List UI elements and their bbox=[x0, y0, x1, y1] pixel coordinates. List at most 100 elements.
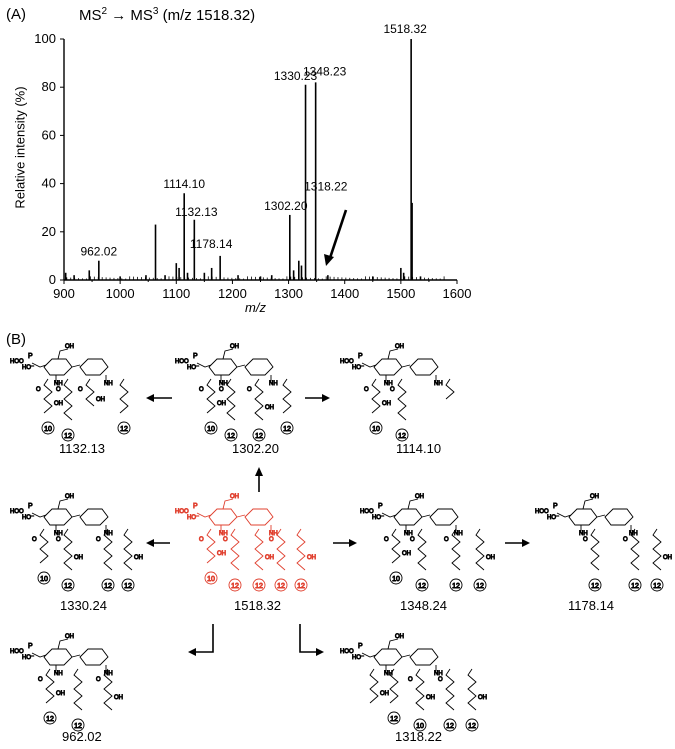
atom-label: NH bbox=[434, 671, 443, 677]
arrow-to-1348-head bbox=[349, 539, 357, 547]
chain-length-circle bbox=[413, 718, 427, 732]
chain-length-label: 10 bbox=[372, 426, 380, 433]
acyl-chain bbox=[445, 668, 455, 711]
atom-label: OH bbox=[415, 494, 424, 500]
chain-length-circle bbox=[628, 578, 642, 592]
chain-length-label: 12 bbox=[255, 583, 263, 590]
atom-label: O bbox=[247, 387, 252, 393]
glycosidic-bond bbox=[401, 364, 411, 368]
atom-label: O bbox=[444, 537, 449, 543]
atom-label: NH bbox=[54, 381, 63, 387]
atom-label: O bbox=[96, 677, 101, 683]
x-tick-label: 1600 bbox=[443, 286, 472, 301]
chain-length-circle bbox=[650, 578, 664, 592]
fragment-label-1318: 1318.22 bbox=[395, 729, 442, 744]
atom-label: O bbox=[96, 537, 101, 543]
atom-label: HOO bbox=[340, 649, 354, 655]
peak-label: 962.02 bbox=[80, 245, 117, 259]
y-tick-label: 40 bbox=[42, 176, 56, 191]
acyl-chain bbox=[397, 378, 407, 421]
chain-length-label: 12 bbox=[468, 723, 476, 730]
ch2oh bbox=[387, 348, 399, 360]
x-tick-label: 900 bbox=[53, 286, 75, 301]
atom-label: NH bbox=[434, 381, 443, 387]
atom-label: OH bbox=[395, 344, 404, 350]
atom-label: OH bbox=[56, 691, 65, 697]
nh-bond bbox=[385, 665, 437, 671]
phosphate-bond bbox=[361, 652, 377, 658]
atom-label: OH bbox=[217, 401, 226, 407]
fragment-label-1302: 1302.20 bbox=[232, 441, 279, 456]
glycosidic-bond bbox=[236, 364, 246, 368]
acyl-chain bbox=[417, 528, 427, 571]
molecule-1318: HOO P HO⁻ OH NH NH OH 12 O OH 10 O 12 OH 12 bbox=[340, 634, 487, 732]
chain-length-label: 12 bbox=[283, 426, 291, 433]
atom-label: NH bbox=[629, 531, 638, 537]
atom-label: P bbox=[28, 503, 33, 510]
atom-label: O bbox=[56, 537, 61, 543]
sugar-ring-left bbox=[208, 358, 238, 376]
atom-label: P bbox=[28, 353, 33, 360]
chain-length-circle bbox=[274, 578, 288, 592]
chain-length-circle bbox=[449, 578, 463, 592]
acyl-chain bbox=[296, 528, 306, 571]
chain-length-circle bbox=[588, 578, 602, 592]
atom-label: O bbox=[623, 537, 628, 543]
phosphate-bond bbox=[361, 362, 377, 368]
chain-length-circle bbox=[465, 718, 479, 732]
chain-length-label: 12 bbox=[452, 583, 460, 590]
atom-label: NH bbox=[454, 531, 463, 537]
chain-length-circle bbox=[224, 428, 238, 442]
arrow-to-1114-head bbox=[322, 394, 330, 402]
arrow-head bbox=[324, 254, 334, 266]
sugar-ring-right bbox=[429, 508, 459, 526]
chain-length-label: 12 bbox=[231, 583, 239, 590]
atom-label: HO⁻ bbox=[22, 365, 34, 371]
sugar-ring-left bbox=[393, 508, 423, 526]
atom-label: O bbox=[438, 677, 443, 683]
atom-label: HO⁻ bbox=[22, 515, 34, 521]
glycosidic-bond bbox=[401, 654, 411, 658]
glycosidic-bond bbox=[236, 514, 246, 518]
atom-label: HOO bbox=[10, 359, 24, 365]
atom-label: P bbox=[193, 353, 198, 360]
peak-1318-arrow bbox=[328, 209, 348, 259]
y-tick-label: 80 bbox=[42, 79, 56, 94]
chain-length-label: 12 bbox=[631, 583, 639, 590]
chain-length-label: 12 bbox=[476, 583, 484, 590]
acyl-chain bbox=[43, 378, 53, 414]
chain-length-circle bbox=[204, 571, 218, 585]
atom-label: P bbox=[553, 503, 558, 510]
atom-label: OH bbox=[230, 494, 239, 500]
acyl-chain bbox=[230, 528, 240, 571]
peak-label: 1318.22 bbox=[304, 180, 348, 194]
chain-length-label: 12 bbox=[277, 583, 285, 590]
x-tick-label: 1500 bbox=[386, 286, 415, 301]
y-tick-label: 100 bbox=[34, 31, 56, 46]
title-arrow: → MS bbox=[107, 7, 153, 24]
sugar-ring-right bbox=[79, 648, 109, 666]
acyl-chain bbox=[39, 528, 49, 564]
atom-label: NH bbox=[54, 671, 63, 677]
atom-label: O bbox=[199, 387, 204, 393]
x-axis-label: m/z bbox=[245, 300, 266, 315]
atom-label: OH bbox=[265, 405, 274, 411]
fragment-label-1330: 1330.24 bbox=[60, 598, 107, 613]
acyl-chain bbox=[63, 378, 73, 421]
chain-length-label: 12 bbox=[418, 583, 426, 590]
title-precursor: (m/z 1518.32) bbox=[158, 7, 256, 24]
chain-length-circle bbox=[71, 718, 85, 732]
sugar-ring-right bbox=[79, 508, 109, 526]
acyl-chain bbox=[445, 378, 455, 400]
y-tick-label: 0 bbox=[49, 272, 56, 287]
chain-length-circle bbox=[61, 578, 75, 592]
chain-length-label: 12 bbox=[64, 583, 72, 590]
chain-length-circle bbox=[395, 428, 409, 442]
arrow-to-1132-head bbox=[146, 394, 154, 402]
chain-length-circle bbox=[443, 718, 457, 732]
peak-label: 1518.32 bbox=[383, 22, 427, 36]
acyl-chain bbox=[391, 528, 401, 564]
chain-length-circle bbox=[101, 578, 115, 592]
